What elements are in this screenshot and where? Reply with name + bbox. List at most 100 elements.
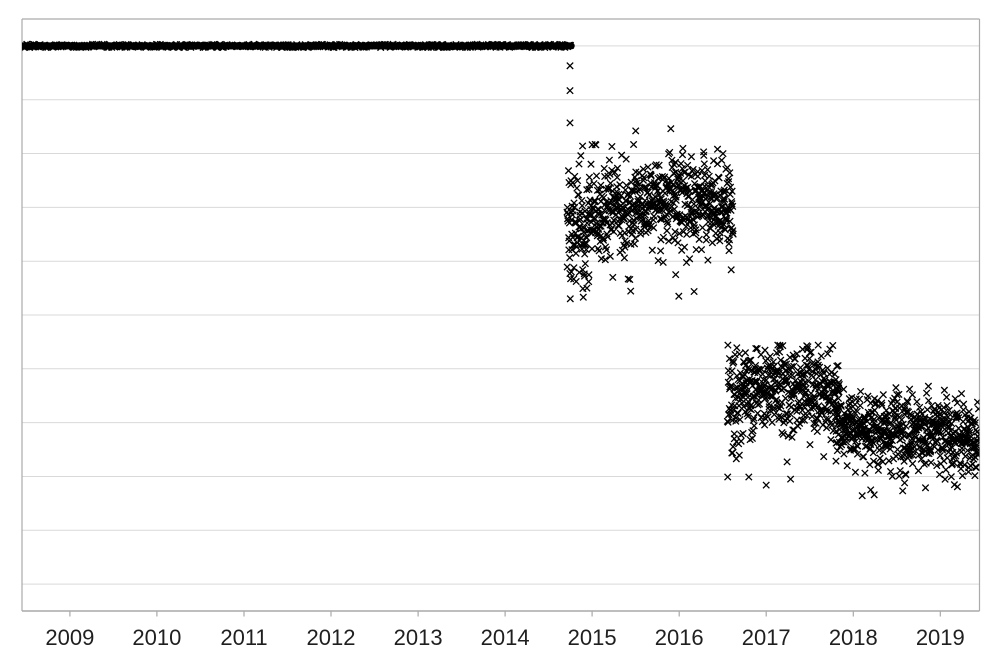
- scatter-point: [959, 400, 968, 409]
- scatter-point: [958, 471, 967, 480]
- scatter-point: [626, 287, 635, 295]
- scatter-point: [702, 230, 711, 239]
- scatter-point: [971, 471, 979, 480]
- scatter-point: [746, 435, 754, 444]
- scatter-point: [856, 387, 865, 396]
- scatter-point: [699, 148, 708, 156]
- scatter-point: [600, 164, 609, 173]
- scatter-point: [902, 471, 910, 479]
- scatter-point: [783, 458, 791, 466]
- scatter-point: [737, 437, 745, 446]
- scatter-point: [750, 421, 759, 430]
- scatter-point: [585, 173, 594, 182]
- scatter-point: [859, 452, 868, 461]
- scatter-point: [697, 245, 706, 254]
- scatter-point: [695, 235, 704, 244]
- scatter-point: [622, 155, 631, 163]
- scatter-point: [858, 491, 867, 500]
- x-tick-label: 2015: [568, 625, 617, 650]
- scatter-point: [583, 284, 591, 292]
- scatter-point: [648, 246, 657, 255]
- scatter-point: [786, 353, 794, 362]
- scatter-point: [856, 401, 865, 410]
- scatter-point: [704, 256, 712, 264]
- scatter-point: [819, 452, 828, 461]
- scatter-point: [851, 468, 860, 477]
- scatter-point: [584, 277, 593, 286]
- scatter-point: [663, 226, 671, 235]
- scatter-point: [843, 461, 852, 470]
- scatter-point: [659, 233, 668, 242]
- x-tick-label: 2018: [829, 625, 878, 650]
- scatter-point: [855, 395, 864, 403]
- scatter-point: [741, 348, 750, 357]
- scatter-point: [785, 417, 794, 425]
- data-series: [22, 40, 980, 500]
- scatter-point: [882, 406, 891, 415]
- scatter-point: [813, 427, 822, 436]
- scatter-point: [608, 142, 616, 151]
- scatter-point: [654, 256, 663, 265]
- scatter-point: [594, 244, 602, 253]
- scatter-point: [595, 247, 603, 255]
- scatter-point: [739, 429, 747, 438]
- scatter-point: [705, 172, 714, 181]
- scatter-point: [921, 483, 930, 492]
- scatter-point: [575, 160, 583, 168]
- scatter-point: [942, 465, 950, 474]
- plot-border: [21, 18, 981, 611]
- scatter-point: [566, 294, 575, 303]
- scatter-point: [682, 230, 691, 239]
- x-tick-label: 2014: [481, 625, 530, 650]
- x-tick-label: 2019: [916, 625, 965, 650]
- scatter-point: [615, 180, 624, 189]
- gridlines: [22, 45, 980, 585]
- scatter-point: [687, 152, 696, 161]
- scatter-point: [972, 463, 980, 472]
- scatter-point: [680, 243, 689, 251]
- scatter-point: [590, 179, 598, 188]
- scatter-point: [728, 449, 737, 457]
- scatter-point: [630, 240, 639, 248]
- scatter-point: [828, 341, 837, 350]
- scatter-point: [974, 405, 980, 413]
- scatter-point: [674, 292, 683, 301]
- scatter-point: [762, 481, 771, 489]
- scatter-point: [713, 145, 722, 154]
- scatter-point: [679, 144, 687, 153]
- scatter-point: [965, 407, 973, 416]
- scatter-point: [766, 352, 775, 361]
- scatter-point: [922, 389, 931, 397]
- scatter-point: [579, 293, 588, 302]
- scatter-point: [861, 469, 869, 477]
- scatter-point: [679, 176, 687, 185]
- scatter-point: [924, 382, 933, 391]
- scatter-point: [814, 341, 823, 349]
- scatter-point: [957, 389, 966, 398]
- scatter-point: [727, 265, 736, 274]
- scatter-point: [620, 254, 629, 262]
- scatter-point: [715, 174, 723, 182]
- scatter-point: [896, 466, 905, 475]
- scatter-point: [833, 446, 842, 455]
- scatter-point: [726, 373, 734, 381]
- scatter-point: [698, 223, 707, 232]
- scatter-point: [570, 172, 579, 181]
- scatter-point: [870, 406, 879, 415]
- scatter-point: [732, 343, 741, 352]
- scatter-point: [629, 140, 638, 149]
- scatter-point: [942, 393, 951, 402]
- scatter-point: [914, 466, 923, 475]
- scatter-point: [788, 426, 797, 434]
- scatter-point: [592, 172, 601, 180]
- x-tick-label: 2012: [307, 625, 356, 650]
- scatter-point: [879, 390, 888, 399]
- scatter-point: [953, 482, 962, 491]
- scatter-point: [735, 451, 744, 460]
- scatter-point: [806, 440, 814, 449]
- scatter-point: [564, 166, 573, 175]
- scatter-point: [574, 191, 583, 199]
- scatter-point: [592, 141, 600, 149]
